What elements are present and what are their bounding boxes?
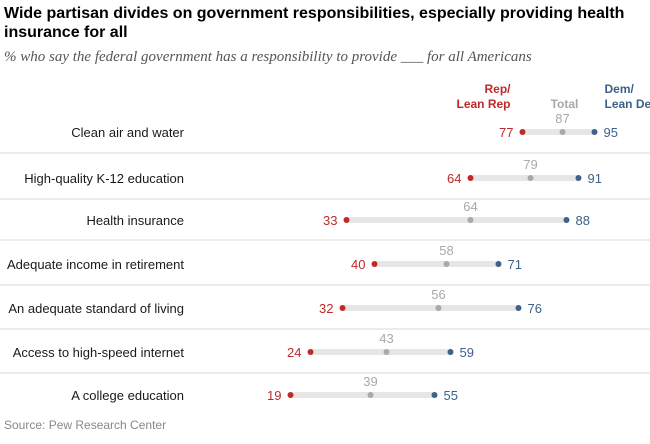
dem-dot <box>591 129 598 135</box>
rep-value-label: 40 <box>351 257 365 272</box>
dem-value-label: 91 <box>588 171 602 186</box>
category-label: Health insurance <box>86 213 184 228</box>
chart-subtitle: % who say the federal government has a r… <box>4 49 532 65</box>
dem-dot <box>447 349 454 355</box>
legend-rep-line-1: Lean Rep <box>456 97 510 111</box>
source-note: Source: Pew Research Center <box>4 418 167 432</box>
range-bar <box>374 261 499 267</box>
dem-value-label: 88 <box>576 213 590 228</box>
total-dot <box>527 175 534 181</box>
legend-dem-line-0: Dem/ <box>605 82 635 96</box>
rep-dot <box>371 261 378 267</box>
range-bar <box>342 305 519 311</box>
dem-value-label: 95 <box>604 125 618 140</box>
rep-dot <box>343 217 350 223</box>
dem-dot <box>575 175 582 181</box>
total-dot <box>383 349 390 355</box>
category-label: An adequate standard of living <box>8 301 184 316</box>
category-label: Clean air and water <box>71 125 184 140</box>
dem-dot <box>563 217 570 223</box>
total-value-label: 56 <box>431 287 445 302</box>
dem-value-label: 55 <box>444 388 458 403</box>
rep-value-label: 19 <box>267 388 281 403</box>
legend-rep-line-0: Rep/ <box>484 82 511 96</box>
rep-dot <box>287 392 294 398</box>
rep-value-label: 24 <box>287 345 301 360</box>
total-dot <box>367 392 374 398</box>
total-dot <box>443 261 450 267</box>
category-label: Adequate income in retirement <box>7 257 184 272</box>
chart-title: Wide partisan divides on government resp… <box>4 5 625 41</box>
rep-value-label: 33 <box>323 213 337 228</box>
total-value-label: 64 <box>463 199 477 214</box>
category-label: Access to high-speed internet <box>13 345 185 360</box>
total-dot <box>467 217 474 223</box>
legend-dem-line-1: Lean Dem <box>605 97 650 111</box>
category-label: High-quality K-12 education <box>24 171 184 186</box>
total-value-label: 39 <box>363 374 377 389</box>
dem-dot <box>515 305 522 311</box>
rep-dot <box>339 305 346 311</box>
dem-dot <box>431 392 438 398</box>
rep-dot <box>519 129 526 135</box>
rep-dot <box>467 175 474 181</box>
dem-value-label: 59 <box>460 345 474 360</box>
total-value-label: 43 <box>379 331 393 346</box>
range-bar <box>346 217 567 223</box>
rep-value-label: 64 <box>447 171 461 186</box>
range-bar <box>470 175 579 181</box>
total-value-label: 87 <box>555 111 569 126</box>
total-value-label: 79 <box>523 157 537 172</box>
range-bar <box>522 129 595 135</box>
rep-value-label: 32 <box>319 301 333 316</box>
dem-dot <box>495 261 502 267</box>
rep-value-label: 77 <box>499 125 513 140</box>
total-dot <box>435 305 442 311</box>
category-label: A college education <box>71 388 184 403</box>
range-bar <box>290 392 435 398</box>
rep-dot <box>307 349 314 355</box>
total-value-label: 58 <box>439 243 453 258</box>
total-dot <box>559 129 566 135</box>
dem-value-label: 71 <box>508 257 522 272</box>
legend-total-line-0: Total <box>551 97 579 111</box>
range-bar <box>310 349 451 355</box>
dem-value-label: 76 <box>528 301 542 316</box>
